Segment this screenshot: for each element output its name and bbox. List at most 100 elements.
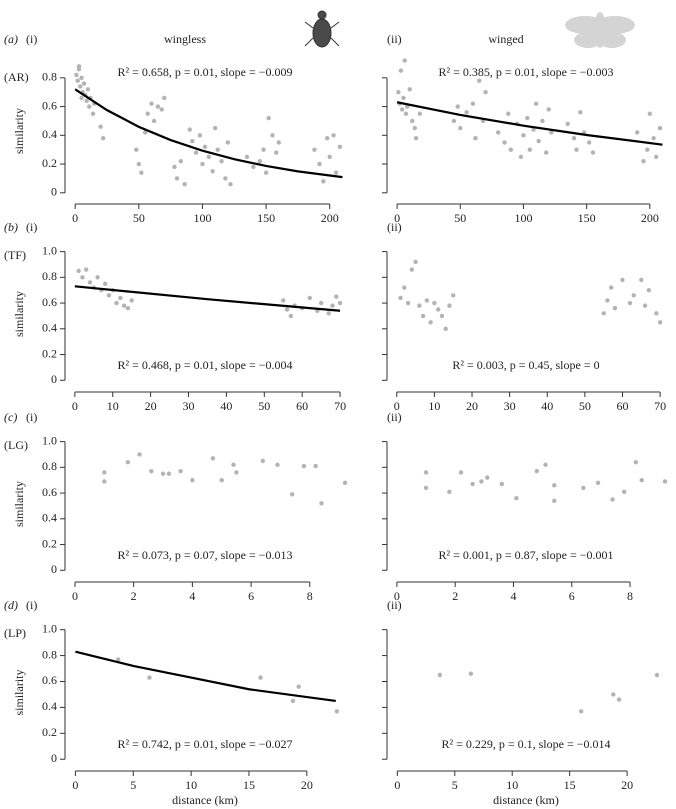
x-tick-label: 20	[466, 399, 478, 413]
panel-number: (i)	[26, 410, 37, 424]
y-tick-label: 0.8	[42, 269, 57, 283]
panel-letter: (a)	[4, 32, 18, 46]
y-tick-label: 0.2	[42, 536, 57, 550]
point	[464, 110, 469, 115]
point	[260, 458, 266, 464]
point	[219, 477, 224, 483]
point	[137, 452, 142, 457]
x-tick-label: 50	[579, 399, 591, 413]
point	[219, 158, 224, 164]
point	[193, 150, 199, 155]
point	[458, 470, 464, 475]
point	[642, 303, 648, 308]
point	[413, 259, 418, 265]
point	[231, 462, 236, 467]
x-tick-label: 200	[641, 211, 659, 225]
x-tick-label: 8	[307, 589, 313, 603]
point	[145, 111, 150, 116]
point	[147, 675, 152, 680]
point	[654, 311, 659, 316]
point	[118, 295, 123, 301]
point	[610, 497, 615, 502]
point	[74, 72, 79, 78]
point	[514, 496, 519, 501]
point	[601, 311, 606, 316]
panel-number: (i)	[26, 32, 37, 46]
x-tick-label: 5	[130, 778, 136, 792]
point	[578, 709, 584, 714]
point	[396, 89, 401, 95]
point	[261, 147, 266, 152]
point	[251, 164, 256, 170]
group-label: (AR)	[4, 70, 29, 84]
winged-icon	[565, 12, 635, 48]
x-tick-label: 0	[72, 211, 78, 225]
point	[485, 475, 490, 480]
x-tick-label: 10	[185, 778, 197, 792]
point	[321, 179, 326, 184]
point	[536, 138, 541, 144]
point	[631, 293, 636, 298]
point	[447, 489, 452, 494]
y-tick-label: 0.2	[42, 346, 57, 360]
x-tick-label: 10	[506, 778, 518, 792]
point	[405, 300, 411, 306]
point	[263, 170, 269, 175]
point	[437, 672, 443, 678]
point	[182, 181, 187, 187]
point	[114, 300, 119, 306]
point	[540, 118, 545, 124]
point	[212, 125, 218, 131]
point	[76, 268, 81, 274]
point	[654, 672, 660, 678]
point	[190, 138, 195, 144]
point	[324, 135, 330, 141]
point	[313, 463, 318, 469]
x-axis-label: distance (km)	[172, 793, 238, 807]
panel-number: (i)	[26, 220, 37, 234]
point	[574, 147, 579, 152]
x-tick-label: 2	[452, 589, 458, 603]
y-tick-label: 0.6	[42, 673, 57, 687]
point	[639, 277, 644, 283]
point	[90, 111, 96, 116]
point	[210, 456, 216, 461]
point	[151, 118, 157, 124]
point	[149, 101, 154, 106]
panel-number: (ii)	[387, 32, 402, 46]
point	[281, 298, 286, 303]
stats-annotation: R² = 0.073, p = 0.07, slope = −0.013	[117, 548, 292, 562]
point	[334, 294, 339, 299]
point	[102, 479, 107, 484]
point	[274, 150, 279, 155]
point	[423, 485, 429, 491]
point	[506, 111, 511, 116]
point	[423, 470, 429, 475]
point	[633, 459, 639, 465]
point	[571, 135, 577, 141]
panel-letter: (d)	[4, 598, 18, 612]
x-tick-label: 8	[627, 589, 633, 603]
point	[653, 154, 659, 160]
point	[611, 692, 616, 697]
point	[647, 111, 653, 116]
x-tick-label: 15	[243, 778, 255, 792]
x-tick-label: 0	[394, 399, 400, 413]
x-tick-label: 60	[616, 399, 628, 413]
point	[142, 130, 148, 135]
fit-line	[396, 101, 663, 146]
x-tick-label: 150	[578, 211, 596, 225]
y-tick-label: 0.6	[42, 485, 57, 499]
point	[477, 78, 482, 83]
point	[288, 313, 294, 319]
y-tick-label: 0.8	[42, 459, 57, 473]
point	[549, 130, 554, 135]
x-tick-label: 20	[621, 778, 633, 792]
point	[276, 140, 282, 145]
point	[100, 135, 106, 141]
point	[605, 298, 610, 303]
point	[326, 311, 331, 316]
panel-number: (ii)	[387, 220, 402, 234]
point	[75, 78, 80, 83]
